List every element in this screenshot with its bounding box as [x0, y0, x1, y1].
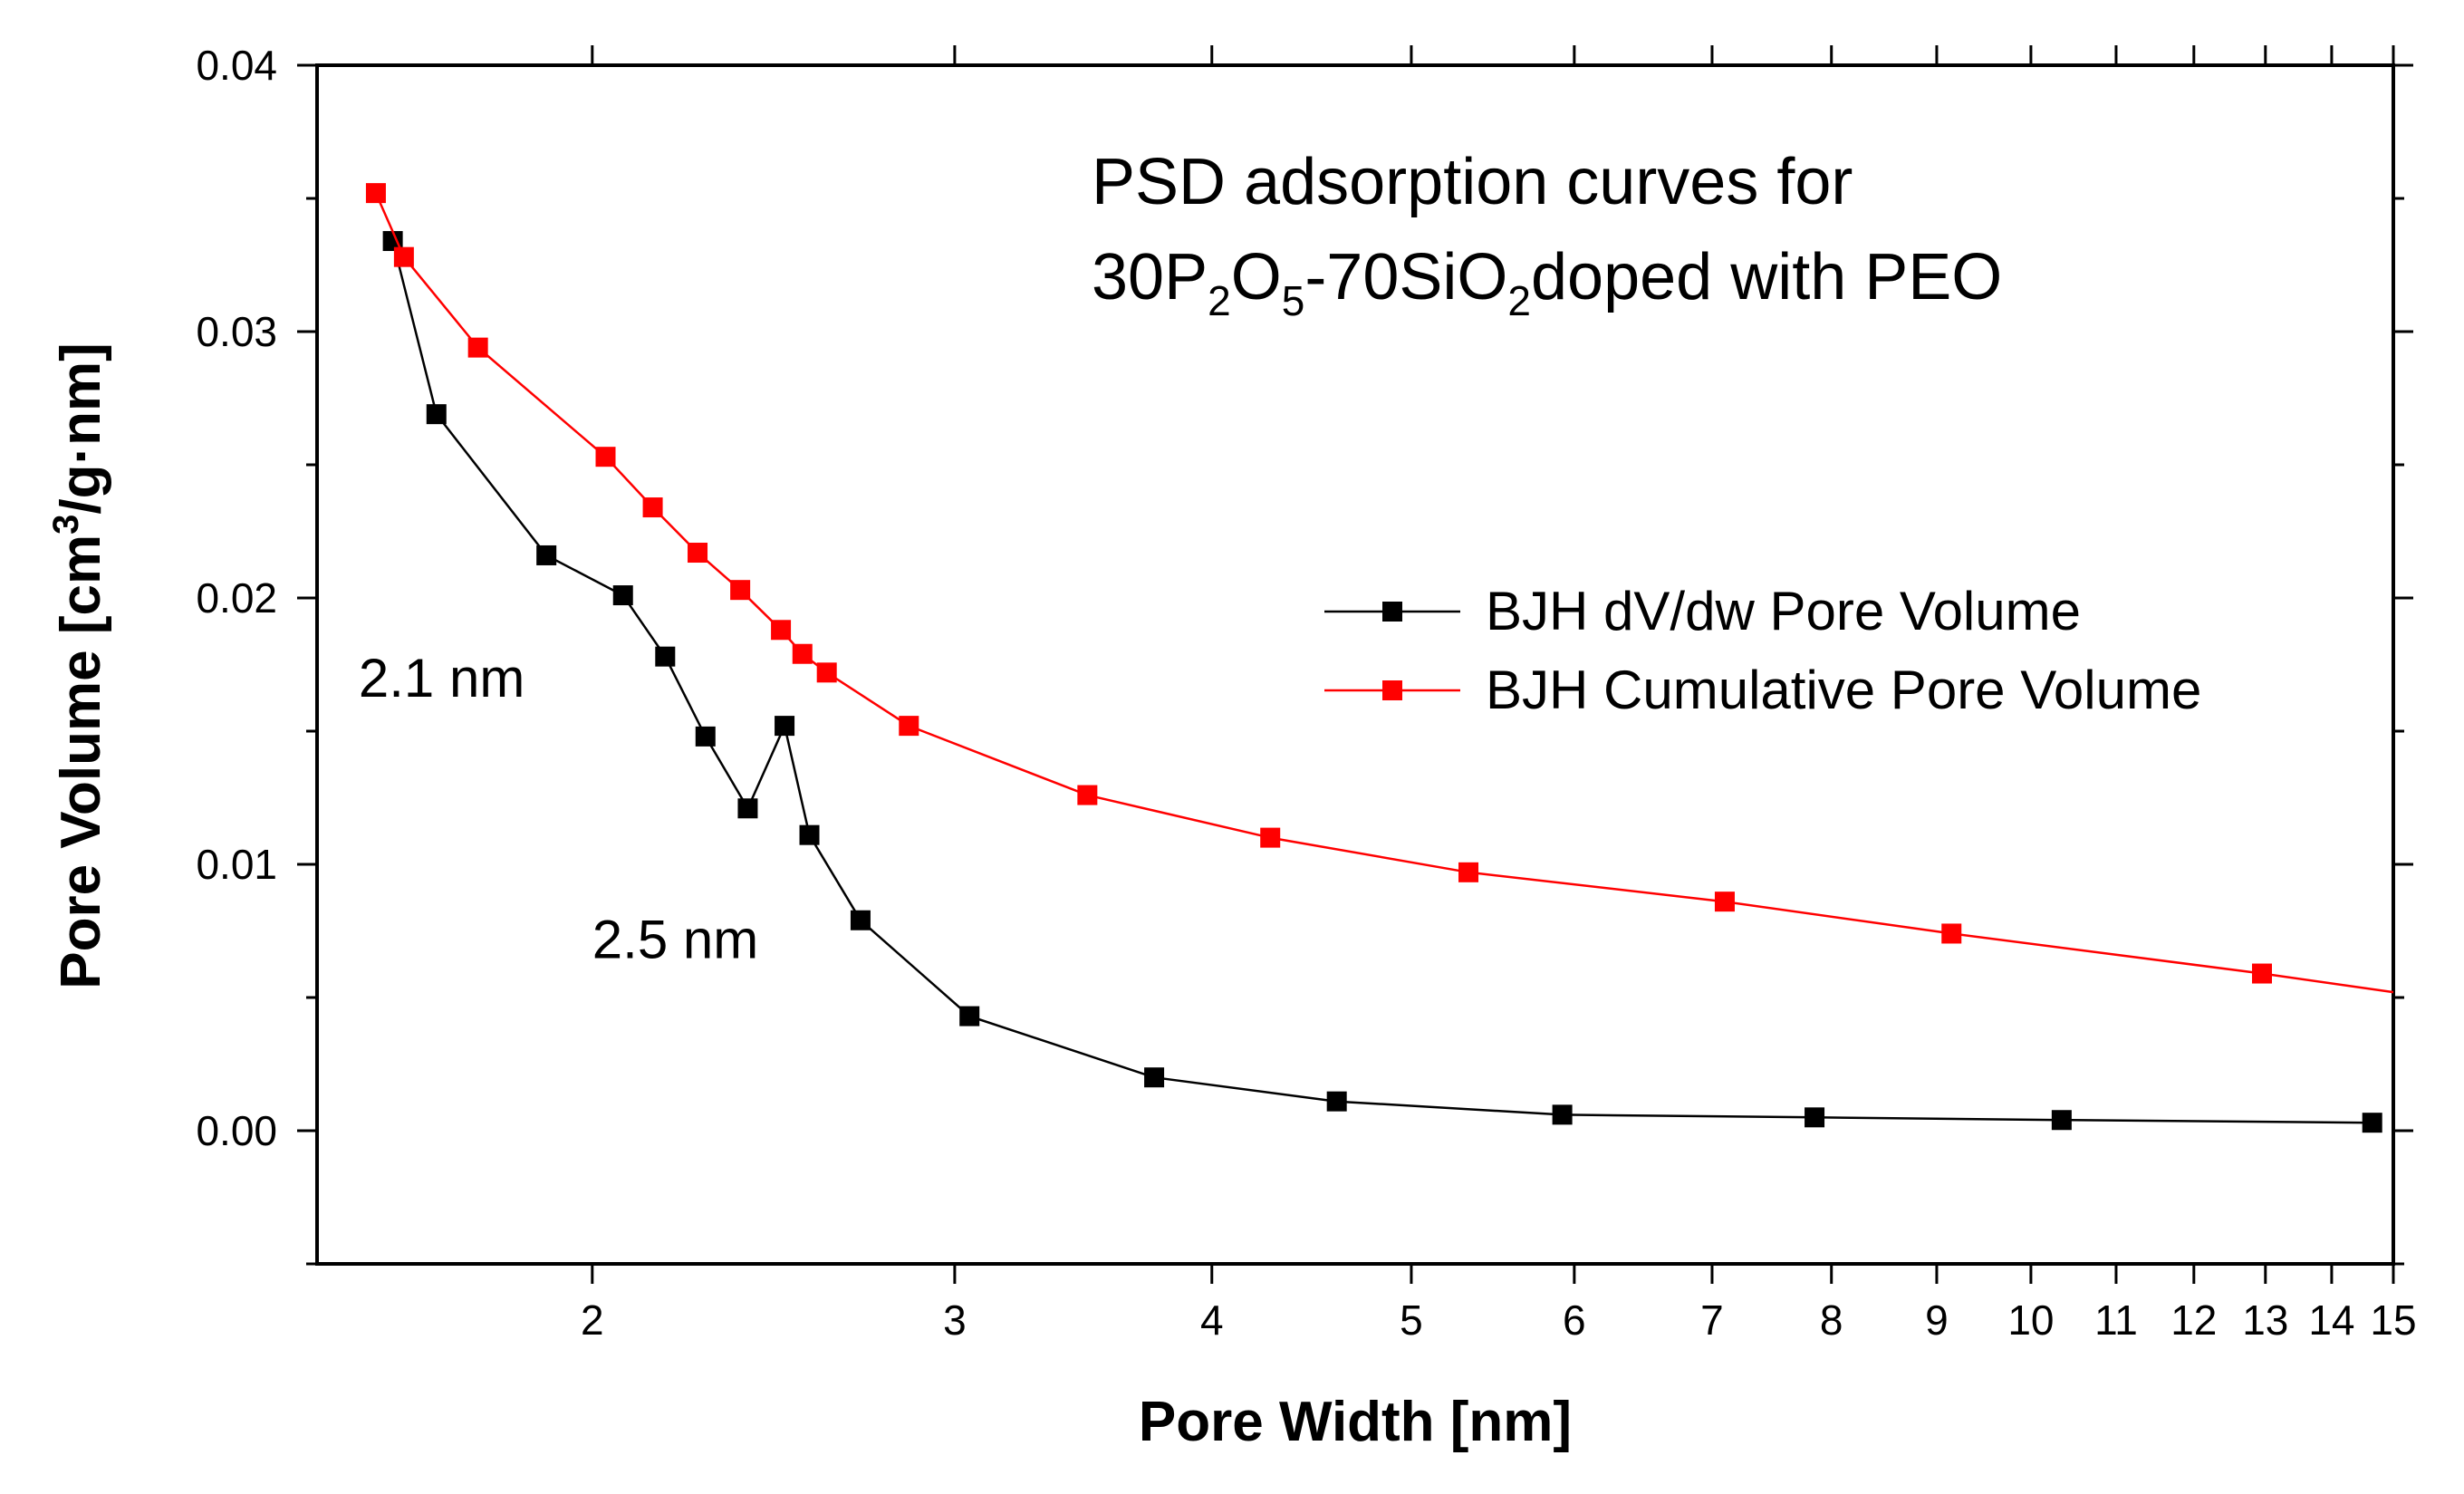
data-point-marker [426, 404, 447, 425]
data-point-marker [365, 183, 386, 204]
legend-marker [1382, 602, 1402, 622]
data-point-marker [1941, 923, 1962, 944]
x-tick-label: 6 [1563, 1296, 1586, 1344]
data-point-marker [730, 580, 751, 601]
chart-title-line2: 30P2O5-70SiO2doped with PEO [1092, 241, 2002, 324]
data-point-marker [612, 585, 633, 606]
data-point-marker [1552, 1104, 1573, 1125]
legend-marker [1382, 680, 1402, 700]
data-point-marker [899, 716, 919, 737]
data-point-marker [382, 231, 403, 252]
data-point-marker [642, 497, 663, 518]
data-point-marker [2251, 963, 2272, 984]
chart-title-line1: PSD adsorption curves for [1092, 146, 1853, 218]
data-point-marker [695, 726, 716, 747]
data-point-marker [1805, 1107, 1825, 1128]
legend-label: BJH dV/dw Pore Volume [1486, 581, 2081, 641]
data-point-marker [1458, 862, 1479, 882]
legend-label: BJH Cumulative Pore Volume [1486, 660, 2201, 720]
data-point-marker [393, 246, 414, 267]
data-point-marker [816, 662, 837, 683]
data-point-marker [1144, 1067, 1165, 1088]
peak-annotation: 2.5 nm [592, 909, 758, 969]
peak-annotation: 2.1 nm [359, 648, 525, 708]
x-tick-label: 7 [1700, 1296, 1724, 1344]
series-line-1 [374, 192, 2394, 994]
data-point-marker [467, 337, 488, 358]
data-point-marker [655, 646, 676, 667]
x-tick-label: 4 [1200, 1296, 1224, 1344]
y-tick-label: 0.04 [196, 42, 277, 89]
x-tick-label: 11 [2094, 1296, 2138, 1344]
data-point-marker [2051, 1110, 2072, 1131]
data-point-marker [771, 620, 792, 641]
data-point-marker [737, 798, 758, 819]
y-tick-label: 0.01 [196, 841, 277, 888]
data-point-marker [2362, 1113, 2382, 1133]
data-point-marker [775, 716, 795, 737]
x-tick-label: 14 [2308, 1296, 2354, 1344]
x-tick-label: 12 [2170, 1296, 2217, 1344]
x-tick-label: 2 [581, 1296, 604, 1344]
x-axis-title: Pore Width [nm] [1139, 1391, 1572, 1453]
data-point-marker [536, 545, 557, 565]
x-tick-label: 9 [1925, 1296, 1949, 1344]
x-tick-label: 10 [2007, 1296, 2054, 1344]
x-tick-label: 3 [943, 1296, 967, 1344]
y-axis-title: Pore Volume [cm3/g·nm] [46, 342, 112, 989]
x-tick-label: 13 [2242, 1296, 2288, 1344]
data-point-marker [595, 447, 616, 467]
data-point-marker [1326, 1091, 1347, 1112]
data-point-marker [792, 643, 813, 664]
plot-frame [315, 63, 2395, 1266]
y-tick-label: 0.02 [196, 574, 277, 622]
y-tick-label: 0.00 [196, 1107, 277, 1154]
data-point-marker [1077, 785, 1098, 805]
x-tick-label: 15 [2370, 1296, 2416, 1344]
data-point-marker [1260, 827, 1281, 848]
x-tick-label: 5 [1400, 1296, 1423, 1344]
data-point-marker [850, 910, 871, 930]
data-point-marker [688, 543, 708, 564]
data-point-marker [799, 824, 820, 845]
y-tick-label: 0.03 [196, 308, 277, 355]
data-point-marker [959, 1006, 980, 1027]
data-point-marker [1714, 892, 1735, 912]
x-tick-label: 8 [1820, 1296, 1843, 1344]
